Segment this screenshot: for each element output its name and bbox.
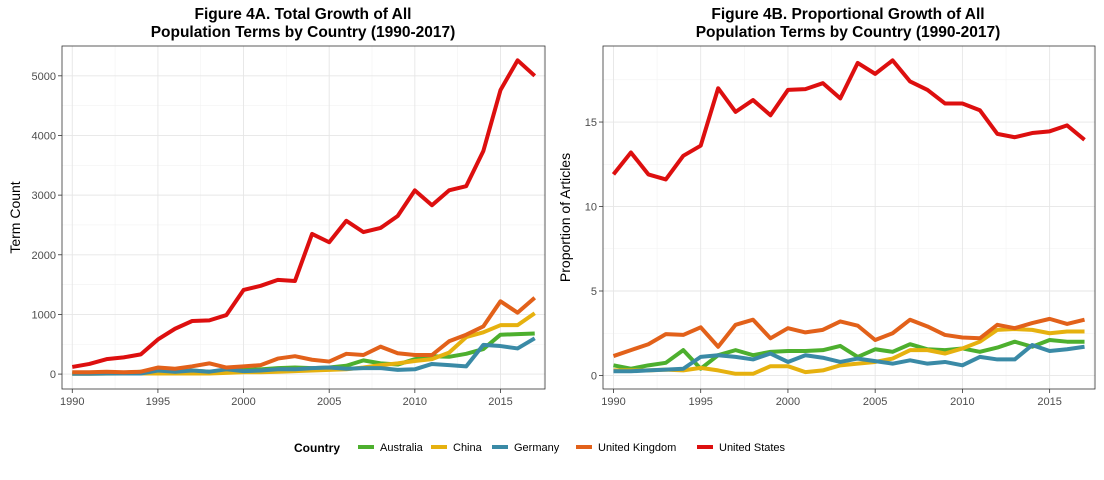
x-tick-label: 1995 — [146, 396, 170, 408]
x-tick-label: 2010 — [950, 396, 974, 408]
chart-panel-total-growth: Figure 4A. Total Growth of All Population… — [7, 6, 546, 408]
y-axis-title: Term Count — [7, 181, 23, 253]
legend-item-germany: Germany — [492, 442, 560, 454]
y-tick-label: 15 — [585, 117, 597, 129]
legend-label: United Kingdom — [598, 442, 676, 454]
legend-item-china: China — [431, 442, 483, 454]
x-tick-label: 1990 — [60, 396, 84, 408]
series-line-australia — [613, 338, 1085, 371]
chart-title: Figure 4B. Proportional Growth of All Pop… — [696, 6, 1001, 41]
x-tick-label: 2005 — [863, 396, 887, 408]
y-tick-label: 10 — [585, 202, 597, 214]
series-line-united-kingdom — [72, 296, 537, 375]
y-axis-title: Proportion of Articles — [557, 153, 573, 282]
x-tick-label: 1990 — [601, 396, 625, 408]
legend-items: Australia China Germany United Kingdom Unite… — [358, 442, 786, 454]
y-tick-label: 0 — [591, 370, 597, 382]
y-tick-label: 0 — [50, 369, 56, 381]
y-tick-label: 3000 — [32, 190, 56, 202]
legend-title: Country — [294, 441, 340, 455]
series-line-united-kingdom — [612, 316, 1086, 358]
y-tick-label: 4000 — [32, 130, 56, 142]
plot-border — [602, 45, 1096, 390]
series-line-china — [613, 327, 1085, 376]
series-line-germany — [613, 343, 1085, 374]
x-tick-label: 2000 — [231, 396, 255, 408]
legend-item-australia: Australia — [358, 442, 424, 454]
legend-label: China — [453, 442, 483, 454]
legend-item-united-states: United States — [697, 442, 786, 454]
y-tick-label: 1000 — [32, 309, 56, 321]
legend-label: United States — [719, 442, 786, 454]
chart-title: Figure 4A. Total Growth of All Population… — [151, 6, 456, 41]
legend-item-united-kingdom: United Kingdom — [576, 442, 676, 454]
y-tick-label: 5000 — [32, 71, 56, 83]
y-tick-label: 2000 — [32, 250, 56, 262]
series-line-united-states — [71, 58, 537, 369]
x-tick-label: 2010 — [403, 396, 427, 408]
x-tick-label: 2000 — [776, 396, 800, 408]
plot-border — [61, 45, 546, 390]
x-tick-label: 2005 — [317, 396, 341, 408]
series-line-germany — [72, 336, 536, 376]
x-tick-label: 2015 — [488, 396, 512, 408]
legend-label: Australia — [380, 442, 424, 454]
y-tick-label: 5 — [591, 286, 597, 298]
legend-label: Germany — [514, 442, 560, 454]
x-tick-label: 1995 — [688, 396, 712, 408]
x-tick-label: 2015 — [1037, 396, 1061, 408]
chart-panel-proportional-growth: Figure 4B. Proportional Growth of All Pop… — [557, 6, 1096, 408]
series-line-united-states — [611, 58, 1086, 182]
legend: Country Australia China Germany United King… — [294, 441, 786, 455]
